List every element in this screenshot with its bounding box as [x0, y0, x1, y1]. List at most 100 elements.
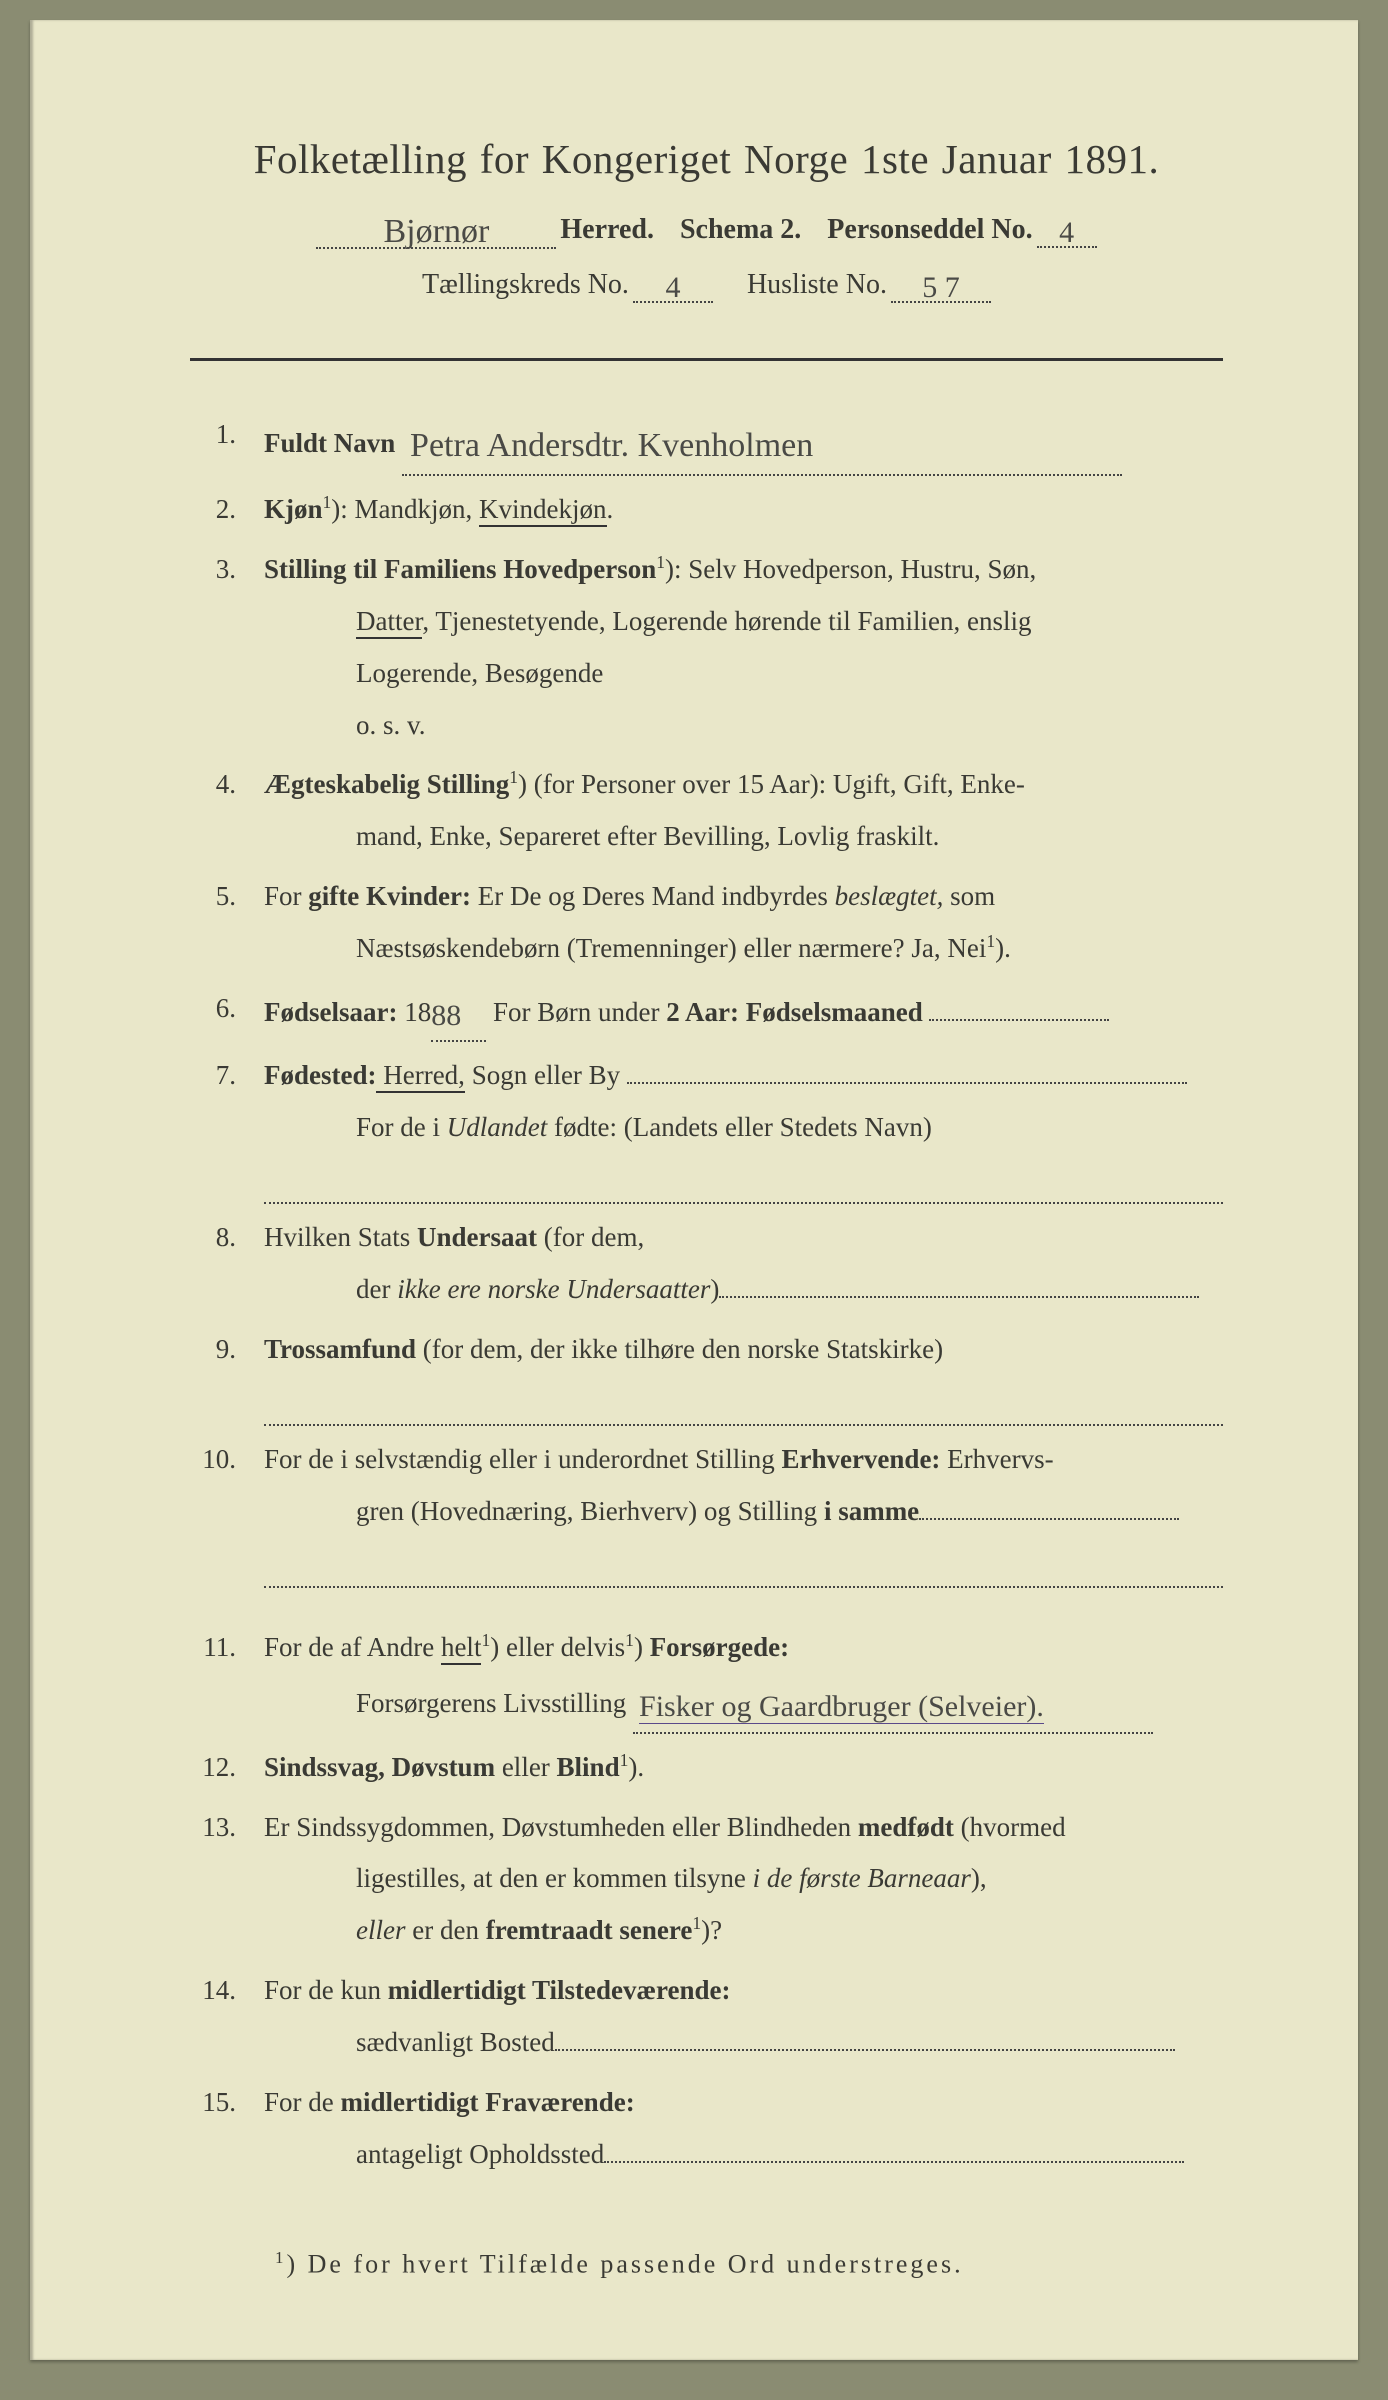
item-num: 11. [190, 1622, 236, 1674]
item-content: For de midlertidigt Fraværende: antageli… [264, 2077, 1223, 2181]
taelling-label: Tællingskreds No. [422, 269, 629, 301]
label-fuldt-navn: Fuldt Navn [264, 428, 395, 458]
after: (for dem, [537, 1222, 644, 1252]
item-content: For de af Andre helt1) eller delvis1) Fo… [264, 1622, 1223, 1733]
item-num: 6. [190, 983, 236, 1035]
line2-text: gren (Hovednæring, Bierhverv) og Stillin… [356, 1496, 824, 1526]
after: Erhvervs- [940, 1444, 1053, 1474]
item-15: 15. For de midlertidigt Fraværende: anta… [190, 2077, 1223, 2181]
ikke-norske: ikke ere norske Undersaatter [397, 1274, 710, 1304]
item-content: Er Sindssygdommen, Døvstumheden eller Bl… [264, 1802, 1223, 1957]
stilling-label: Stilling til Familiens Hovedperson [264, 554, 656, 584]
item-content: Stilling til Familiens Hovedperson1): Se… [264, 544, 1223, 751]
item-content: Fødested: Herred, Sogn eller By For de i… [264, 1050, 1223, 1204]
aegte-opts1: ) (for Personer over 15 Aar): Ugift, Gif… [518, 769, 1025, 799]
item-num: 3. [190, 544, 236, 596]
aegte-label: Ægteskabelig Stilling [264, 769, 509, 799]
undersaat-label: Undersaat [417, 1222, 537, 1252]
kjon-label: Kjøn [264, 494, 323, 524]
item-2: 2. Kjøn1): Mandkjøn, Kvindekjøn. [190, 484, 1223, 536]
item-num: 15. [190, 2077, 236, 2129]
item-8: 8. Hvilken Stats Undersaat (for dem, der… [190, 1212, 1223, 1316]
dotted-line [264, 1394, 1223, 1426]
kjon-options: ): Mandkjøn, [331, 494, 479, 524]
pre: For de af Andre [264, 1632, 441, 1662]
year-hw: 88 [431, 999, 461, 1032]
personseddel-label: Personseddel No. [827, 214, 1032, 246]
bosted-blank [555, 2049, 1175, 2051]
mid: Er De og Deres Mand indbyrdes [471, 881, 835, 911]
title-block: Folketælling for Kongeriget Norge 1ste J… [190, 135, 1223, 303]
item-11: 11. For de af Andre helt1) eller delvis1… [190, 1622, 1223, 1733]
sup: 1 [509, 767, 518, 787]
line2: For de i Udlandet fødte: (Landets eller … [264, 1102, 1223, 1154]
aegte-opts2: mand, Enke, Separeret efter Bevilling, L… [264, 811, 1223, 863]
ophold-blank [604, 2161, 1184, 2163]
line2: Næstsøskendebørn (Tremenninger) eller næ… [264, 923, 1223, 975]
blank [919, 1518, 1179, 1520]
i-samme: i samme [824, 1496, 919, 1526]
item-num: 12. [190, 1742, 236, 1794]
mid: ) eller delvis [490, 1632, 625, 1662]
erhvervende-label: Erhvervende: [781, 1444, 940, 1474]
item-content: Sindssvag, Døvstum eller Blind1). [264, 1742, 1223, 1794]
item-14: 14. For de kun midlertidigt Tilstedevære… [190, 1965, 1223, 2069]
to-aar: 2 Aar: [666, 997, 739, 1027]
divider [190, 358, 1223, 361]
pre2: der [356, 1274, 397, 1304]
item-content: Fuldt Navn Petra Andersdtr. Kvenholmen [264, 409, 1223, 476]
ophold-label: antageligt Opholdssted [356, 2139, 604, 2169]
line2: ligestilles, at den er kommen tilsyne i … [264, 1853, 1223, 1905]
pre2: ligestilles, at den er kommen tilsyne [356, 1863, 753, 1893]
personseddel-blank: 4 [1037, 212, 1097, 248]
item-num: 4. [190, 759, 236, 811]
main-title: Folketælling for Kongeriget Norge 1ste J… [190, 135, 1223, 183]
footnote-text: ) De for hvert Tilfælde passende Ord und… [286, 2250, 963, 2279]
pre: For de [264, 2087, 341, 2117]
maaned-blank [929, 1019, 1109, 1021]
line2: Datter, Tjenestetyende, Logerende hørend… [264, 596, 1223, 648]
beslaegtet: beslægtet, [835, 881, 944, 911]
sup: 1 [656, 552, 665, 572]
gifte-label: gifte Kvinder: [308, 881, 471, 911]
item-content: Trossamfund (for dem, der ikke tilhøre d… [264, 1324, 1223, 1426]
item-num: 5. [190, 871, 236, 923]
tail: ). [628, 1752, 644, 1782]
eller: eller [356, 1915, 405, 1945]
item-13: 13. Er Sindssygdommen, Døvstumheden elle… [190, 1802, 1223, 1957]
herred-label: Herred. [560, 214, 654, 246]
footnote: 1) De for hvert Tilfælde passende Ord un… [190, 2248, 1223, 2280]
item-7: 7. Fødested: Herred, Sogn eller By For d… [190, 1050, 1223, 1204]
husliste-blank: 5 7 [891, 267, 991, 303]
after: (for dem, der ikke tilhøre den norske St… [416, 1334, 943, 1364]
item-10: 10. For de i selvstændig eller i underor… [190, 1434, 1223, 1588]
helt-under: helt [441, 1632, 482, 1665]
items-list: 1. Fuldt Navn Petra Andersdtr. Kvenholme… [190, 409, 1223, 2180]
line2: antageligt Opholdssted [264, 2129, 1223, 2181]
line3: eller er den fremtraadt senere1)? [264, 1905, 1223, 1957]
schema-label: Schema 2. [680, 214, 801, 246]
sup: 1 [692, 1913, 701, 1933]
item-5: 5. For gifte Kvinder: Er De og Deres Man… [190, 871, 1223, 975]
item-content: For de i selvstændig eller i underordnet… [264, 1434, 1223, 1588]
census-form-page: Folketælling for Kongeriget Norge 1ste J… [30, 20, 1358, 2360]
item-num: 8. [190, 1212, 236, 1264]
after: (hvormed [954, 1812, 1066, 1842]
sup: 1 [625, 1630, 634, 1650]
item-1: 1. Fuldt Navn Petra Andersdtr. Kvenholme… [190, 409, 1223, 476]
pre: For de i [356, 1112, 447, 1142]
herred-blank: Bjørnør [316, 209, 556, 249]
barneaar: i de første Barneaar [753, 1863, 971, 1893]
tail: . [607, 494, 614, 524]
herred-line: Bjørnør Herred. Schema 2. Personseddel N… [190, 209, 1223, 249]
stilling-opts2: , Tjenestetyende, Logerende hørende til … [422, 606, 1031, 636]
kjon-selected: Kvindekjøn [479, 494, 607, 527]
kreds-line: Tællingskreds No. 4 Husliste No. 5 7 [190, 267, 1223, 303]
item-content: Ægteskabelig Stilling1) (for Personer ov… [264, 759, 1223, 863]
fodselsmaaned: Fødselsmaaned [739, 997, 923, 1027]
year-blank: 88 [431, 983, 486, 1043]
dotted-line [264, 1172, 1223, 1204]
fremtraadt: fremtraadt senere [486, 1915, 693, 1945]
gifte-line2: Næstsøskendebørn (Tremenninger) eller næ… [356, 933, 986, 963]
rest: ), [971, 1863, 987, 1893]
